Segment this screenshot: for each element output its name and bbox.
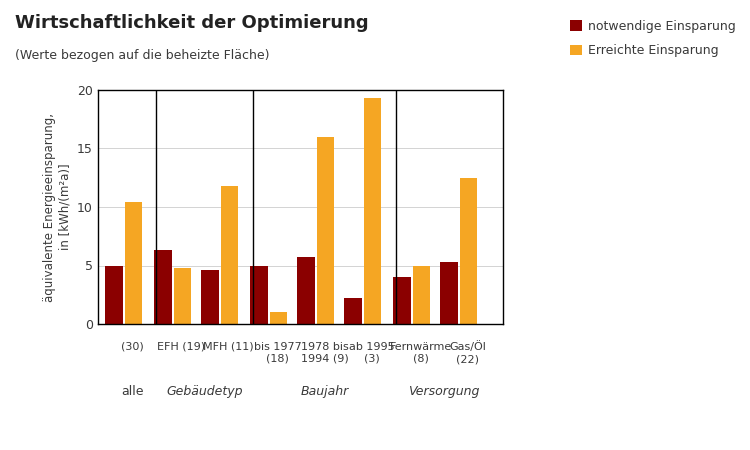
Bar — [124, 202, 142, 324]
Bar — [440, 262, 458, 324]
Bar — [201, 270, 219, 324]
Bar — [154, 250, 172, 324]
Bar — [364, 98, 381, 324]
Text: Versorgung: Versorgung — [409, 385, 480, 398]
Legend: notwendige Einsparung, Erreichte Einsparung: notwendige Einsparung, Erreichte Einspar… — [570, 20, 736, 57]
Text: (30): (30) — [121, 342, 144, 351]
Bar — [251, 266, 268, 324]
Bar — [174, 268, 191, 324]
Text: 1978 bis
1994 (9): 1978 bis 1994 (9) — [301, 342, 349, 363]
Text: MFH (11): MFH (11) — [203, 342, 254, 351]
Bar — [317, 137, 334, 324]
Text: Wirtschaftlichkeit der Optimierung: Wirtschaftlichkeit der Optimierung — [15, 14, 369, 32]
Text: bis 1977
(18): bis 1977 (18) — [254, 342, 302, 363]
Bar — [393, 277, 411, 324]
Text: Baujahr: Baujahr — [301, 385, 349, 398]
Bar — [270, 312, 287, 324]
Text: Gas/Öl
(22): Gas/Öl (22) — [449, 342, 486, 364]
Text: ab 1995
(3): ab 1995 (3) — [349, 342, 394, 363]
Bar — [413, 266, 430, 324]
Bar — [460, 178, 478, 324]
Bar — [297, 257, 315, 324]
Text: alle: alle — [122, 385, 144, 398]
Bar — [105, 266, 122, 324]
Text: Gebäudetyp: Gebäudetyp — [166, 385, 243, 398]
Text: EFH (19): EFH (19) — [158, 342, 206, 351]
Text: Fernwärme
(8): Fernwärme (8) — [389, 342, 452, 363]
Text: (Werte bezogen auf die beheizte Fläche): (Werte bezogen auf die beheizte Fläche) — [15, 50, 269, 63]
Bar — [220, 186, 238, 324]
Bar — [344, 298, 362, 324]
Y-axis label: äquivalente Energieeinsparung,
in [kWh/(m²a)]: äquivalente Energieeinsparung, in [kWh/(… — [44, 112, 71, 302]
